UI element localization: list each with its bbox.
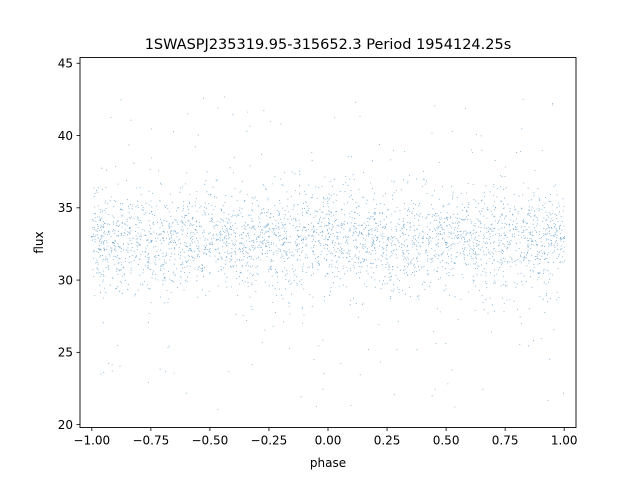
scatter-points xyxy=(91,96,565,410)
y-tick-label: 30 xyxy=(58,273,73,287)
x-axis-ticks: −1.00 −0.75 −0.50 −0.25 0.00 0.25 0.50 0.75 1.00 xyxy=(73,427,578,448)
data-point xyxy=(327,239,329,241)
x-tick-label: −1.00 xyxy=(73,434,110,448)
data-point xyxy=(91,236,93,238)
plot-frame xyxy=(79,57,577,428)
data-points xyxy=(91,96,565,410)
y-axis-label: flux xyxy=(32,231,46,253)
data-point xyxy=(209,243,211,245)
x-axis-label: phase xyxy=(310,456,346,470)
x-tick-label: 0.50 xyxy=(433,434,460,448)
y-tick-label: 45 xyxy=(58,57,73,71)
x-tick-label: −0.25 xyxy=(251,434,288,448)
y-tick-label: 40 xyxy=(58,129,73,143)
y-tick-label: 25 xyxy=(58,346,73,360)
data-point xyxy=(386,244,388,246)
x-tick-label: 0.25 xyxy=(374,434,401,448)
data-point xyxy=(504,234,506,236)
x-tick-label: 0.75 xyxy=(492,434,519,448)
data-point xyxy=(563,237,565,239)
data-point xyxy=(150,233,152,235)
y-tick-label: 35 xyxy=(58,201,73,215)
data-point xyxy=(268,236,270,238)
chart-title: 1SWASPJ235319.95-315652.3 Period 1954124… xyxy=(145,37,512,53)
x-tick-label: 1.00 xyxy=(551,434,578,448)
y-tick-label: 20 xyxy=(58,418,73,432)
y-axis-ticks: 20 25 30 35 40 45 xyxy=(58,57,80,432)
data-point xyxy=(445,241,447,244)
x-tick-label: −0.50 xyxy=(192,434,229,448)
x-tick-label: 0.00 xyxy=(315,434,342,448)
x-tick-label: −0.75 xyxy=(132,434,169,448)
